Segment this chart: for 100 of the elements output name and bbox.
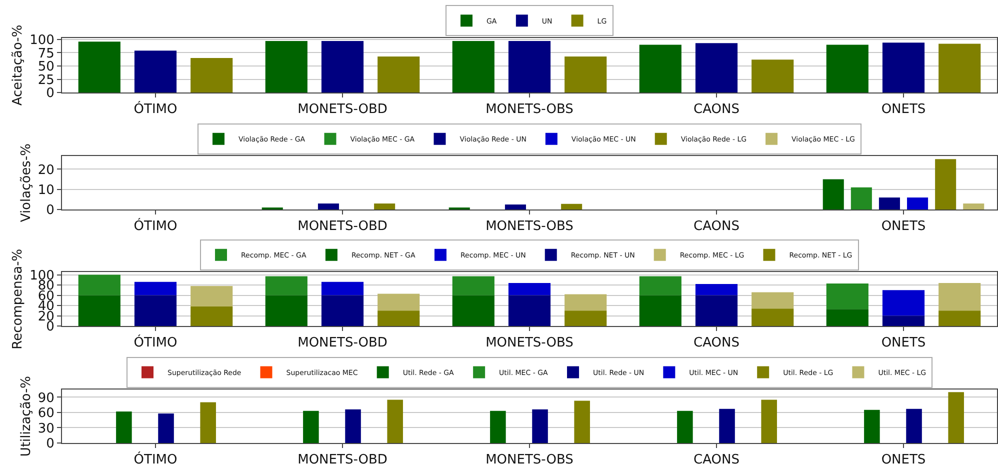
y-tick-label: 20 (38, 162, 54, 178)
bar (761, 400, 777, 443)
bar (639, 276, 682, 296)
bar (882, 42, 925, 93)
x-tick-label: CAONS (694, 336, 740, 351)
y-tick-label: 25 (38, 72, 54, 88)
bar (938, 310, 981, 326)
bar (906, 408, 922, 443)
y-tick-label: 0 (46, 203, 54, 218)
y-tick-label: 0 (46, 86, 54, 102)
x-tick-label: MONETS-OBS (486, 452, 574, 468)
y-axis-title: Aceitação-% (10, 24, 26, 106)
bar (134, 50, 177, 93)
bar (452, 41, 494, 93)
y-tick-label: 10 (38, 182, 54, 198)
bar (452, 276, 494, 296)
bar (321, 282, 364, 296)
bar (116, 411, 132, 443)
x-tick-label: MONETS-OBD (298, 336, 388, 351)
bar (490, 410, 506, 443)
bar (677, 410, 693, 443)
bar (504, 204, 526, 210)
y-tick-label: 75 (38, 46, 54, 62)
bar (752, 60, 794, 93)
x-tick-label: ONETS (881, 102, 926, 118)
bar (378, 294, 420, 311)
bar (190, 286, 233, 307)
bar (134, 295, 177, 326)
bar (963, 204, 984, 210)
x-tick-label: MONETS-OBS (486, 336, 574, 351)
bar (321, 295, 364, 326)
bar (78, 274, 120, 296)
bar (387, 400, 403, 443)
bar (948, 392, 964, 443)
x-tick-label: ÓTIMO (134, 100, 178, 118)
y-tick-label: 30 (38, 421, 54, 436)
bar (564, 310, 607, 326)
bar (938, 282, 981, 311)
bar (508, 295, 551, 326)
bar (265, 295, 308, 326)
bar (826, 44, 868, 93)
bar (850, 187, 872, 210)
x-tick-label: CAONS (694, 452, 740, 468)
bar (695, 295, 738, 326)
bar (564, 294, 607, 311)
bar (374, 204, 396, 210)
bar (78, 295, 120, 326)
bar (878, 197, 900, 210)
x-tick-label: ÓTIMO (134, 334, 178, 351)
bar (532, 409, 548, 443)
bar (864, 410, 880, 443)
bar (907, 197, 928, 210)
bar (321, 41, 364, 93)
bar (378, 310, 420, 326)
x-tick-label: ONETS (881, 336, 926, 351)
bar (695, 43, 738, 93)
bar (822, 179, 844, 210)
bar (200, 402, 216, 443)
y-tick-label: 100 (30, 32, 54, 48)
bar (574, 400, 590, 443)
x-tick-label: MONETS-OBD (298, 102, 388, 118)
y-tick-label: 0 (46, 436, 54, 452)
y-axis-title: Utilização-% (18, 376, 34, 457)
bar (826, 283, 868, 310)
x-tick-label: ÓTIMO (134, 217, 178, 234)
bar (826, 309, 868, 326)
bar (265, 276, 308, 296)
bar (265, 41, 308, 93)
bar (190, 306, 233, 326)
bar (639, 44, 682, 93)
bar (938, 44, 981, 93)
bar (303, 410, 319, 443)
bar (190, 58, 233, 93)
x-tick-label: MONETS-OBS (486, 102, 574, 118)
y-tick-label: 90 (38, 390, 54, 406)
bar (752, 308, 794, 326)
bar (508, 41, 551, 93)
x-tick-label: MONETS-OBS (486, 219, 574, 234)
x-tick-label: ONETS (881, 219, 926, 234)
bar (345, 409, 361, 443)
bar (78, 42, 120, 93)
bar (134, 282, 177, 296)
x-tick-label: CAONS (694, 102, 740, 118)
bar (452, 295, 494, 326)
bar (752, 292, 794, 309)
x-tick-label: MONETS-OBD (298, 452, 388, 468)
y-axis-title: Recompensa-% (10, 248, 26, 350)
bar (719, 408, 735, 443)
x-tick-label: ÓTIMO (134, 450, 178, 468)
y-tick-label: 50 (38, 60, 54, 75)
bar (564, 56, 607, 93)
y-axis-title: Violações-% (18, 143, 34, 222)
bar (695, 284, 738, 296)
bar (158, 413, 174, 443)
y-tick-label: 60 (38, 406, 54, 422)
bar (882, 290, 925, 316)
x-tick-label: MONETS-OBD (298, 219, 388, 234)
bar (318, 204, 339, 210)
x-tick-label: CAONS (694, 219, 740, 234)
bar (508, 282, 551, 296)
